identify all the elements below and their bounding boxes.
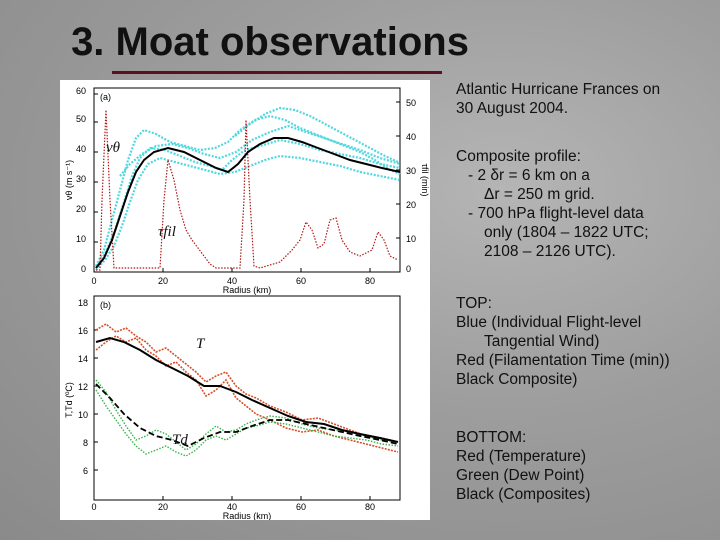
top-ytick-4: 40 [76,144,86,154]
comp-line-5: only (1804 – 1822 UTC; [484,224,649,241]
top-ytick-5: 50 [76,114,86,124]
top-panel-frame [93,87,401,273]
bottom-xtick-0: 0 [91,502,96,512]
top-ytick-6: 60 [76,86,86,96]
top-ytick-2: 20 [76,204,86,214]
top-heading-text: TOP [456,295,488,312]
bottom-panel-frame [93,295,401,501]
wind-composite [95,137,401,269]
top-legend-line-4: Black Composite) [456,371,578,388]
top-panel-label: (a) [100,92,111,102]
top-xtick-4: 80 [365,276,375,286]
T-label: T [196,336,206,352]
bottom-legend-line-1: Red (Temperature) [456,448,587,465]
moat-figure: (a) 0 10 20 30 40 50 60 0 10 20 30 40 50… [60,80,430,520]
bottom-legend: BOTTOM: Red (Temperature) Green (Dew Poi… [456,428,718,504]
bottom-xtick-2: 40 [227,502,237,512]
bottom-ytick-0: 6 [83,466,88,476]
top-xtick-1: 20 [158,276,168,286]
storm-caption: Atlantic Hurricane Frances on 30 August … [456,80,718,118]
top-legend-line-2: Tangential Wind) [484,333,600,350]
top-xlabel: Radius (km) [223,285,272,295]
top-rtick-5: 50 [406,98,416,108]
comp-line-1: Composite profile: [456,148,581,165]
figure-svg: (a) 0 10 20 30 40 50 60 0 10 20 30 40 50… [60,80,430,520]
top-xtick-0: 0 [91,276,96,286]
bottom-legend-heading: BOTTOM: [456,429,527,446]
comp-line-4: - 700 hPa flight-level data [468,205,644,222]
bottom-xtick-4: 80 [365,502,375,512]
v-theta-label: vθ [106,140,121,156]
comp-line-2: - 2 δr = 6 km on a [468,167,590,184]
bottom-heading-text: BOTTOM [456,429,523,446]
title-underline [112,71,442,74]
top-ytick-3: 30 [76,174,86,184]
top-ytick-0: 0 [81,264,86,274]
storm-line-1: Atlantic Hurricane Frances on [456,81,661,98]
tau-fil-label: τfil [158,224,176,240]
bottom-ytick-6: 18 [78,298,88,308]
bottom-xtick-3: 60 [296,502,306,512]
slide-title: 3. Moat observations [71,20,469,64]
top-rtick-1: 10 [406,234,416,244]
comp-line-6: 2108 – 2126 UTC). [484,243,616,260]
bottom-ytick-5: 16 [78,326,88,336]
top-xtick-3: 60 [296,276,306,286]
top-legend-line-1: Blue (Individual Flight-level [456,314,642,331]
top-rtick-4: 40 [406,132,416,142]
bottom-ytick-3: 12 [78,382,88,392]
top-ytick-1: 10 [76,234,86,244]
bottom-legend-line-3: Black (Composites) [456,486,591,503]
top-legend-line-3: Red (Filamentation Time (min)) [456,352,670,369]
temperature-traces [95,323,399,453]
top-rtick-3: 30 [406,166,416,176]
storm-line-2: 30 August 2004. [456,100,569,117]
bottom-ytick-2: 10 [78,410,88,420]
bottom-ytick-4: 14 [78,354,88,364]
top-ylabel-left: vθ (m s⁻¹) [64,160,74,200]
bottom-panel-label: (b) [100,300,111,310]
comp-line-3: Δr = 250 m grid. [484,186,595,203]
bottom-xtick-1: 20 [158,502,168,512]
bottom-ylabel: T,Td (ºC) [64,382,74,418]
bottom-legend-line-2: Green (Dew Point) [456,467,585,484]
bottom-xlabel: Radius (km) [223,511,272,520]
top-rtick-0: 0 [406,264,411,274]
dewpoint-composite [95,383,399,447]
top-legend-heading: TOP: [456,295,492,312]
top-legend: TOP: Blue (Individual Flight-level Tange… [456,294,718,389]
temperature-composite [95,336,399,443]
composite-caption: Composite profile: - 2 δr = 6 km on a Δr… [456,147,718,261]
filamentation-trace [96,109,399,271]
Td-label: Td [172,432,188,448]
top-rtick-2: 20 [406,200,416,210]
bottom-ytick-1: 8 [83,438,88,448]
top-xtick-2: 40 [227,276,237,286]
top-ylabel-right: τfil (min) [420,163,430,196]
